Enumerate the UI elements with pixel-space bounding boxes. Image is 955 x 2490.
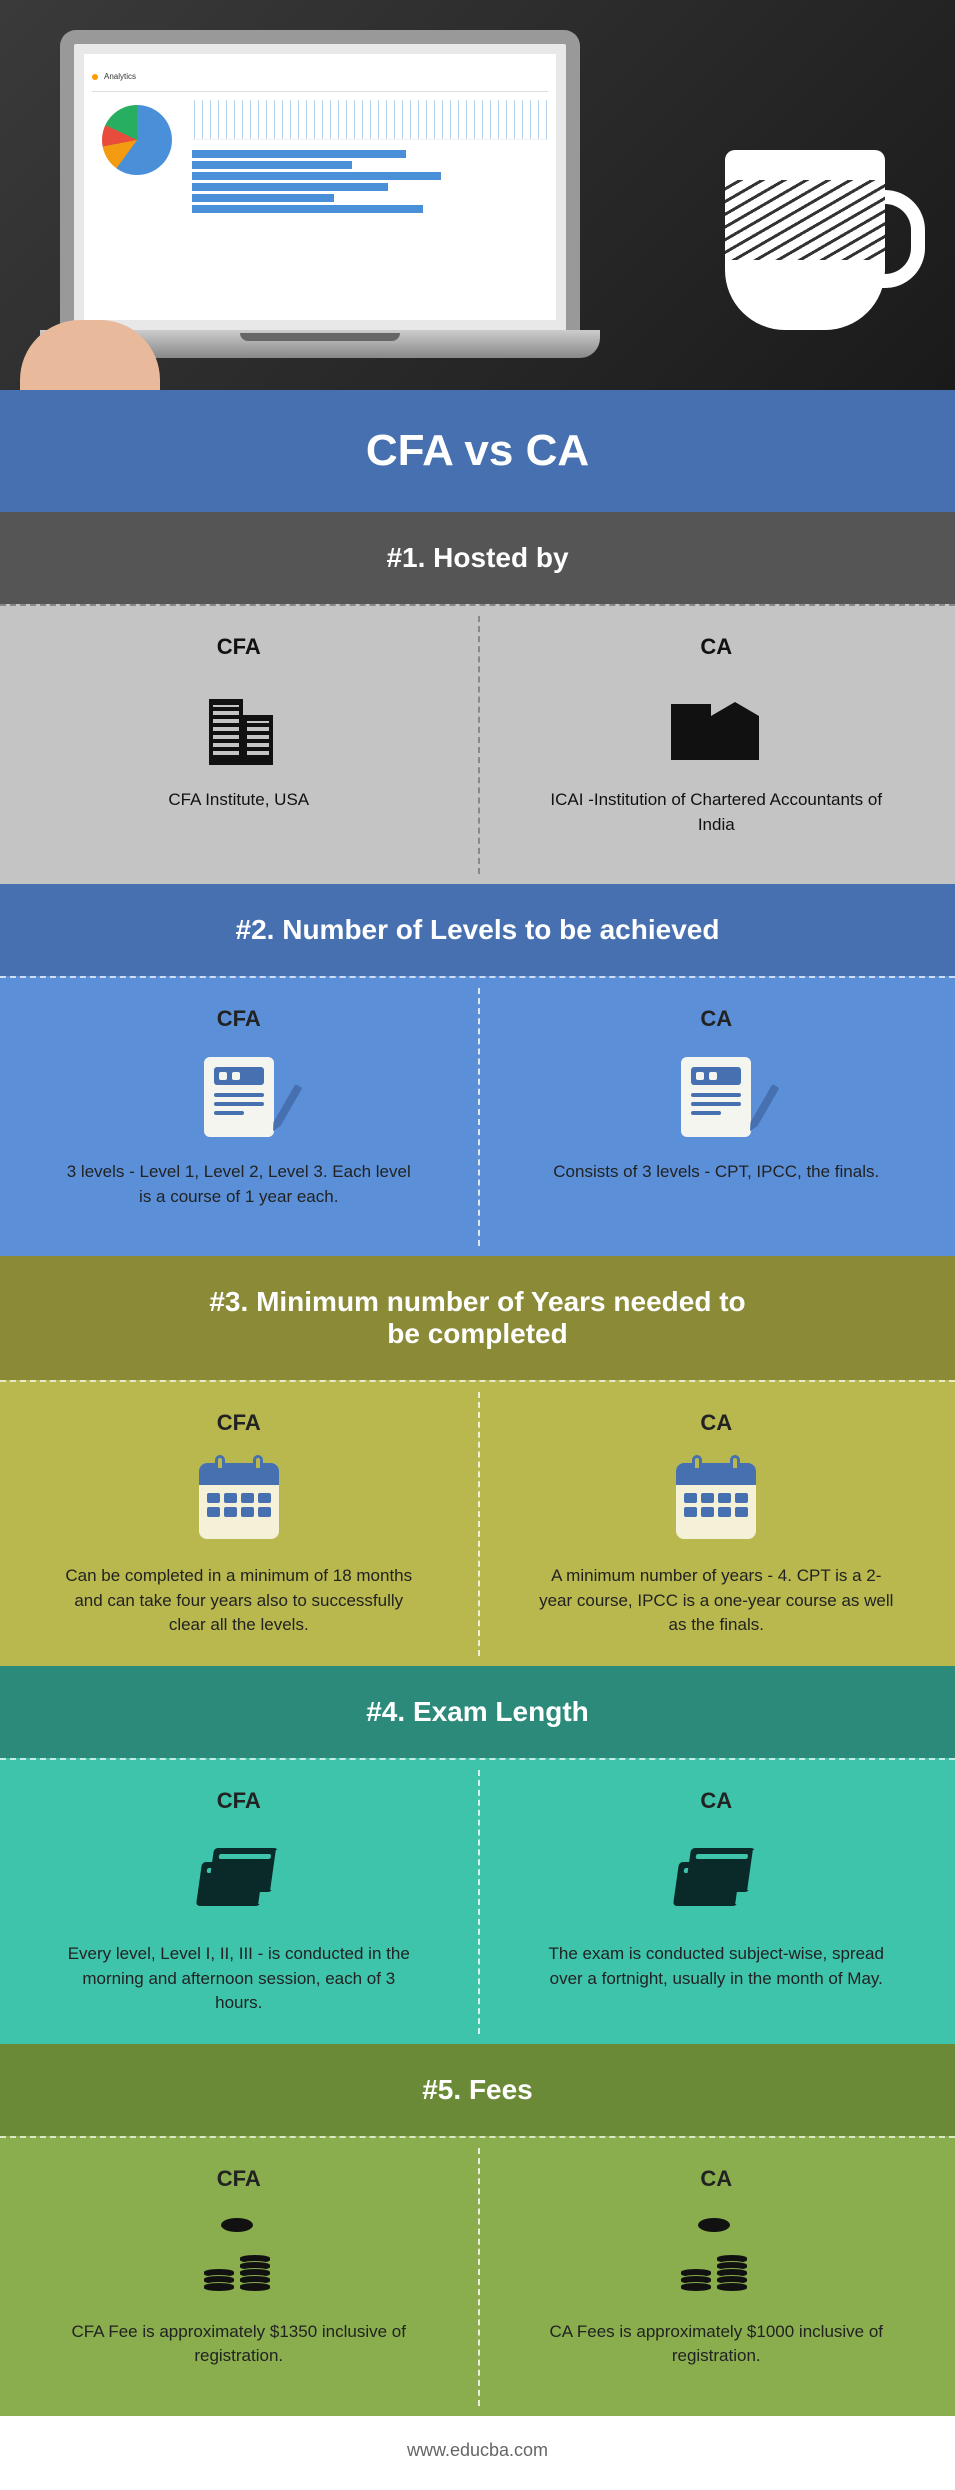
col-text: The exam is conducted subject-wise, spre… [536, 1942, 896, 1991]
col-title: CA [700, 1410, 732, 1436]
col-text: Consists of 3 levels - CPT, IPCC, the fi… [553, 1160, 879, 1185]
calendar-icon [199, 1456, 279, 1546]
document-icon [681, 1052, 751, 1142]
col-title: CFA [217, 2166, 261, 2192]
mug-graphic [725, 150, 885, 330]
section-5-header: #5. Fees [0, 2044, 955, 2136]
coins-icon [676, 2212, 756, 2302]
section-5-left: CFA CFA Fee is approximately $1350 inclu… [0, 2138, 478, 2416]
col-title: CA [700, 1788, 732, 1814]
col-text: CA Fees is approximately $1000 inclusive… [536, 2320, 896, 2369]
section-5-right: CA CA Fees is approximately $1000 inclus… [478, 2138, 955, 2416]
section-3-row: CFA Can be completed in a minimum of 18 … [0, 1380, 955, 1666]
calendar-icon [676, 1456, 756, 1546]
section-2-row: CFA 3 levels - Level 1, Level 2, Level 3… [0, 976, 955, 1256]
coins-icon [199, 2212, 279, 2302]
section-3-header: #3. Minimum number of Years needed to be… [0, 1256, 955, 1380]
col-text: Every level, Level I, II, III - is condu… [59, 1942, 419, 2016]
section-4-row: CFA Every level, Level I, II, III - is c… [0, 1758, 955, 2044]
footer-url: www.educba.com [0, 2416, 955, 2485]
col-title: CA [700, 634, 732, 660]
section-5-row: CFA CFA Fee is approximately $1350 inclu… [0, 2136, 955, 2416]
section-1-left: CFA CFA Institute, USA [0, 606, 478, 884]
document-icon [204, 1052, 274, 1142]
section-2-right: CA Consists of 3 levels - CPT, IPCC, the… [478, 978, 955, 1256]
section-4-left: CFA Every level, Level I, II, III - is c… [0, 1760, 478, 2044]
col-text: A minimum number of years - 4. CPT is a … [536, 1564, 896, 1638]
col-title: CFA [217, 1788, 261, 1814]
col-text: ICAI -Institution of Chartered Accountan… [536, 788, 896, 837]
section-2-left: CFA 3 levels - Level 1, Level 2, Level 3… [0, 978, 478, 1256]
page-title: CFA vs CA [0, 390, 955, 512]
col-title: CFA [217, 634, 261, 660]
books-icon [676, 1834, 756, 1924]
section-3-left: CFA Can be completed in a minimum of 18 … [0, 1382, 478, 1666]
col-text: CFA Institute, USA [168, 788, 309, 813]
section-1-right: CA ICAI -Institution of Chartered Accoun… [478, 606, 955, 884]
hero-image: Analytics [0, 0, 955, 390]
section-1-header: #1. Hosted by [0, 512, 955, 604]
building-icon [199, 680, 279, 770]
section-1-row: CFA CFA Institute, USA CA ICAI -Institut… [0, 604, 955, 884]
col-title: CFA [217, 1006, 261, 1032]
section-4-right: CA The exam is conducted subject-wise, s… [478, 1760, 955, 2044]
col-text: 3 levels - Level 1, Level 2, Level 3. Ea… [59, 1160, 419, 1209]
section-2-header: #2. Number of Levels to be achieved [0, 884, 955, 976]
building-icon [671, 680, 761, 770]
laptop-graphic: Analytics [60, 30, 620, 370]
col-title: CA [700, 2166, 732, 2192]
books-icon [199, 1834, 279, 1924]
col-text: Can be completed in a minimum of 18 mont… [59, 1564, 419, 1638]
col-title: CFA [217, 1410, 261, 1436]
col-title: CA [700, 1006, 732, 1032]
section-4-header: #4. Exam Length [0, 1666, 955, 1758]
col-text: CFA Fee is approximately $1350 inclusive… [59, 2320, 419, 2369]
section-3-right: CA A minimum number of years - 4. CPT is… [478, 1382, 955, 1666]
